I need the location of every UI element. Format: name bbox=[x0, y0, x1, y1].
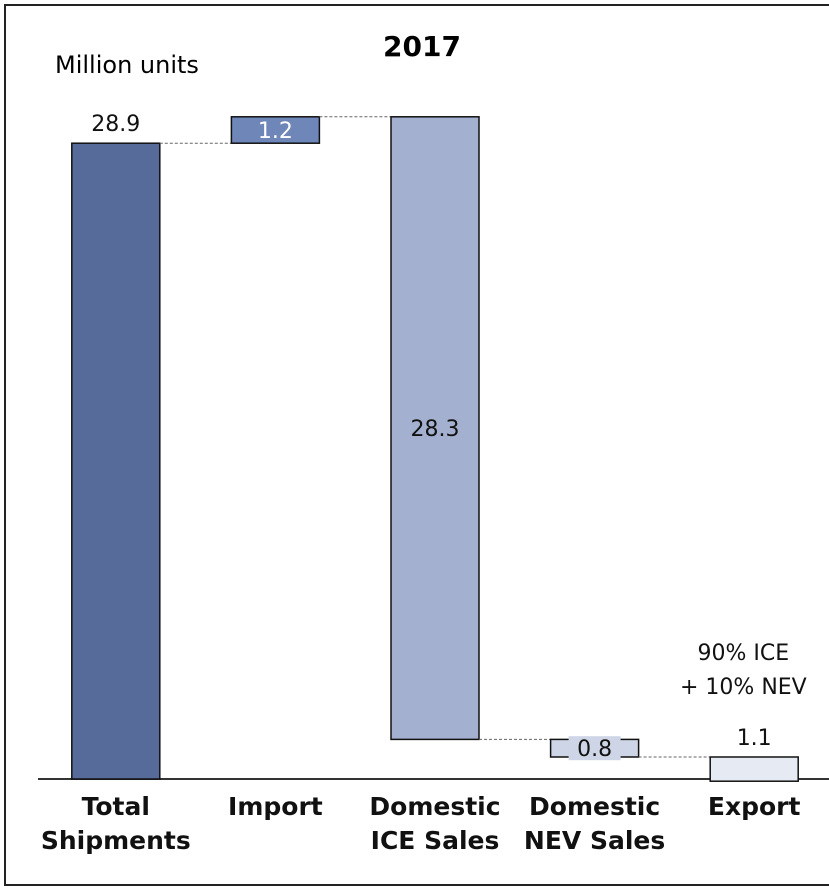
value-label: 1.2 bbox=[258, 119, 293, 144]
frame bbox=[4, 4, 829, 886]
value-label: 1.1 bbox=[737, 726, 772, 751]
value-label: 28.3 bbox=[411, 417, 460, 442]
x-tick-label: Export bbox=[707, 792, 801, 821]
annotation: 90% ICE + 10% NEV bbox=[680, 641, 807, 700]
chart-title: 2017 bbox=[383, 30, 461, 63]
value-label: 28.9 bbox=[91, 112, 140, 137]
x-tick-label: Domestic NEV Sales bbox=[523, 792, 666, 855]
bar bbox=[230, 116, 321, 144]
x-tick-label: Domestic ICE Sales bbox=[369, 792, 501, 855]
bar bbox=[71, 142, 161, 780]
bar bbox=[390, 116, 480, 741]
bar bbox=[709, 756, 799, 782]
x-tick-label: Total Shipments bbox=[40, 792, 191, 855]
label-box bbox=[568, 736, 621, 761]
y-axis-label: Million units bbox=[55, 51, 199, 79]
x-tick-label: Import bbox=[228, 792, 323, 821]
value-label: 0.8 bbox=[577, 737, 612, 762]
